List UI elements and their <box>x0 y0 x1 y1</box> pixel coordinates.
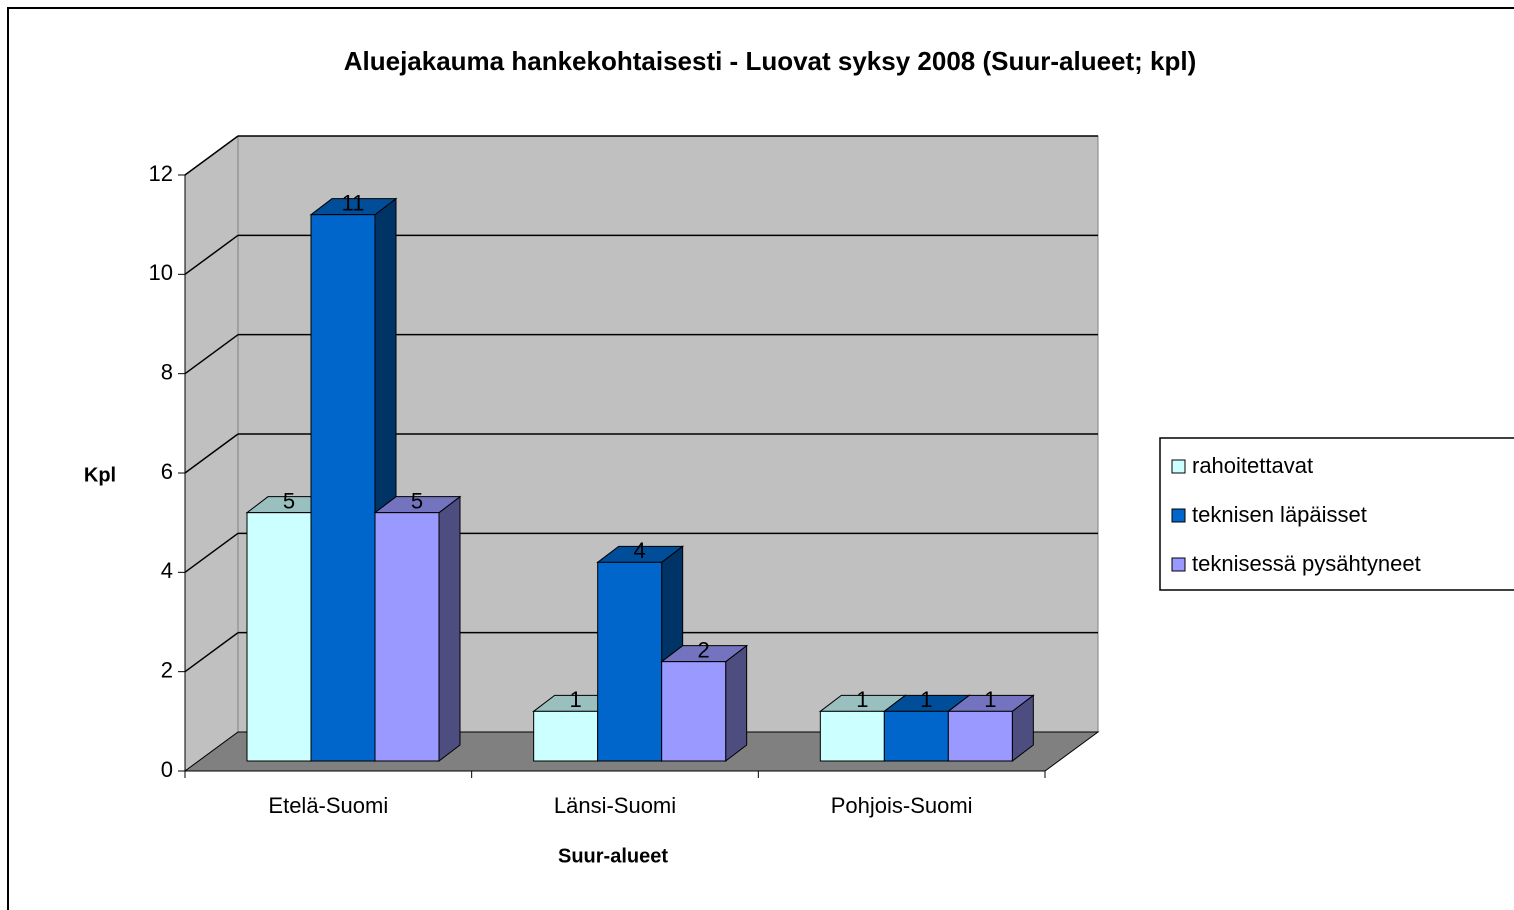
data-label: 2 <box>698 637 710 662</box>
bar-side <box>438 495 461 763</box>
x-tick-label: Etelä-Suomi <box>268 793 388 818</box>
grid-line-side <box>184 433 239 474</box>
legend-label: rahoitettavat <box>1192 453 1313 478</box>
data-label: 1 <box>856 687 868 712</box>
y-tick-label: 2 <box>161 657 173 682</box>
chart-title: Aluejakauma hankekohtaisesti - Luovat sy… <box>344 46 1197 76</box>
y-tick-label: 0 <box>161 757 173 782</box>
data-label: 1 <box>570 687 582 712</box>
grid-line-side <box>184 334 239 375</box>
grid-line-side <box>184 234 239 275</box>
grid-line-side <box>184 632 239 673</box>
bar <box>597 561 663 762</box>
legend-label: teknisessä pysähtyneet <box>1192 551 1421 576</box>
bar <box>883 710 949 762</box>
bar <box>947 710 1013 762</box>
y-tick-label: 4 <box>161 558 173 583</box>
legend-swatch <box>1171 508 1186 523</box>
x-tick-label: Pohjois-Suomi <box>831 793 973 818</box>
y-tick-label: 6 <box>161 459 173 484</box>
data-label: 5 <box>283 488 295 513</box>
grid-line-side <box>184 135 239 176</box>
bar <box>533 710 599 762</box>
data-label: 11 <box>342 190 365 215</box>
y-tick-label: 8 <box>161 359 173 384</box>
legend-swatch <box>1171 459 1186 474</box>
data-label: 1 <box>984 687 996 712</box>
x-tick-label: Länsi-Suomi <box>554 793 676 818</box>
data-label: 1 <box>920 687 932 712</box>
legend-label: teknisen läpäisset <box>1192 502 1367 527</box>
y-tick-label: 12 <box>149 161 173 186</box>
bar <box>661 661 727 762</box>
bar <box>310 214 376 762</box>
bar <box>374 512 440 762</box>
data-label: 5 <box>411 488 423 513</box>
bar <box>246 512 312 762</box>
legend-box <box>1159 437 1514 591</box>
bar-side <box>725 644 748 763</box>
y-tick-label: 10 <box>149 260 173 285</box>
bar <box>819 710 885 762</box>
legend-swatch <box>1171 557 1186 572</box>
data-label: 4 <box>634 538 646 563</box>
grid-line-side <box>184 532 239 573</box>
x-axis-title: Suur-alueet <box>558 845 668 867</box>
y-axis-title: Kpl <box>84 464 116 486</box>
